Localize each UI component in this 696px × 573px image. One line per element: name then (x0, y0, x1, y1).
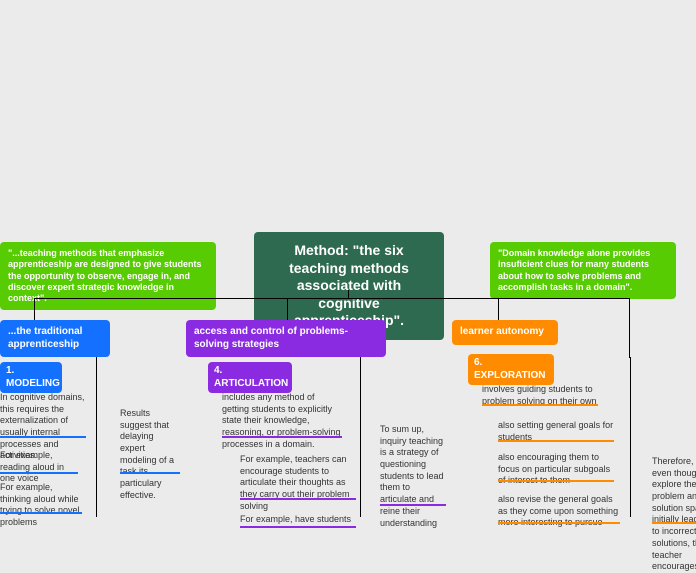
connector-2 (34, 298, 35, 320)
section-heading-1: 4. ARTICULATION (208, 362, 292, 393)
branch-1: access and control of problems-solving s… (186, 320, 386, 357)
branch-0: ...the traditional apprenticeship (0, 320, 110, 357)
leaf-0-3: Results suggest that delaying expert mod… (120, 408, 180, 502)
connector-4 (498, 298, 499, 320)
branch-2: learner autonomy (452, 320, 558, 345)
connector-7 (360, 357, 361, 517)
section-heading-0: 1. MODELING (0, 362, 62, 393)
connector-1 (34, 298, 629, 299)
connector-6 (96, 357, 97, 517)
leaf-0-1: For example, reading aloud in one voice (0, 450, 78, 485)
leaf-0-2: For example, thinking aloud while trying… (0, 482, 82, 529)
top-quote-1: "Domain knowledge alone provides insufic… (490, 242, 676, 299)
connector-8 (630, 357, 631, 517)
leaf-2-4: Therefore, even though explore the probl… (652, 456, 696, 573)
connector-5 (629, 298, 630, 358)
leaf-1-1: For example, teachers can encourage stud… (240, 454, 356, 512)
connector-3 (287, 298, 288, 320)
leaf-1-0: includes any method of getting students … (222, 392, 342, 450)
top-quote-0: "...teaching methods that emphasize appr… (0, 242, 216, 310)
leaf-1-3: To sum up, inquiry teaching is a strateg… (380, 424, 446, 529)
section-heading-2: 6. EXPLORATION (468, 354, 554, 385)
connector-0 (348, 290, 349, 298)
